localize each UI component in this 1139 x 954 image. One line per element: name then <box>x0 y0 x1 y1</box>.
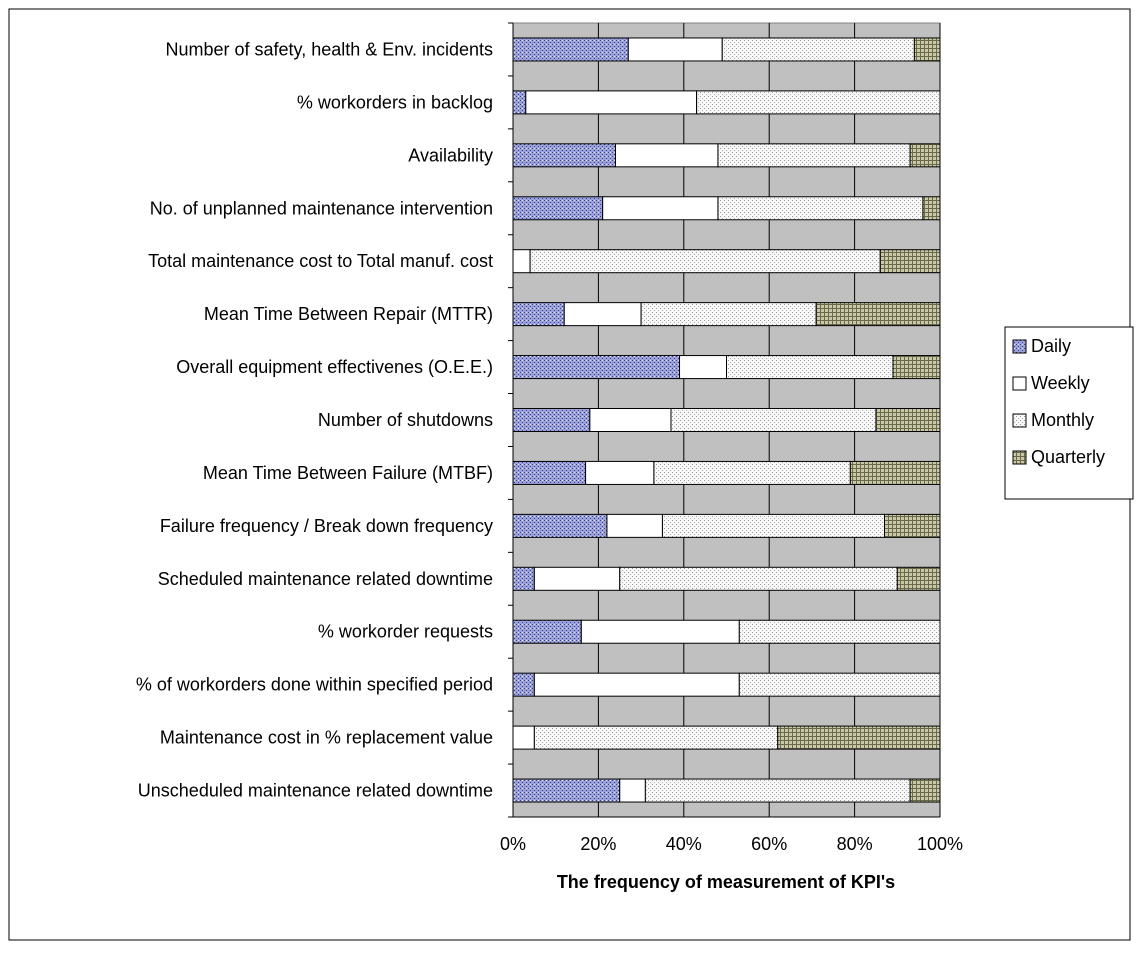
bar-monthly-1 <box>696 90 941 115</box>
category-label: Mean Time Between Repair (MTTR) <box>204 304 493 324</box>
bar-quarterly-8 <box>849 460 941 485</box>
category-label: Unscheduled maintenance related downtime <box>138 781 493 801</box>
category-labels: Number of safety, health & Env. incident… <box>136 39 493 800</box>
bar-weekly-0 <box>627 37 723 62</box>
legend-box <box>1004 326 1134 500</box>
legend-label-weekly: Weekly <box>1031 373 1090 393</box>
x-tick-label: 60% <box>751 834 787 854</box>
category-label: Availability <box>408 145 493 165</box>
bar-daily-14 <box>512 778 621 803</box>
bar-daily-6 <box>512 355 681 380</box>
bar-quarterly-13 <box>777 725 941 750</box>
legend-swatch-daily <box>1012 339 1027 354</box>
bar-monthly-0 <box>721 37 915 62</box>
bar-weekly-9 <box>606 513 663 538</box>
category-label: Failure frequency / Break down frequency <box>160 516 493 536</box>
bar-monthly-2 <box>717 143 911 168</box>
bar-daily-7 <box>512 408 591 432</box>
legend-swatch-quarterly <box>1012 450 1027 465</box>
bar-weekly-12 <box>533 672 740 697</box>
legend-label-daily: Daily <box>1031 336 1071 356</box>
bar-quarterly-14 <box>909 778 941 803</box>
bar-quarterly-9 <box>883 513 941 538</box>
x-axis-title: The frequency of measurement of KPI's <box>557 872 895 892</box>
legend-swatch-weekly <box>1012 376 1027 391</box>
bar-daily-0 <box>512 37 629 62</box>
bar-weekly-7 <box>589 408 672 432</box>
bar-monthly-5 <box>640 302 817 327</box>
bar-daily-12 <box>512 672 535 697</box>
bar-weekly-5 <box>563 302 642 327</box>
bar-quarterly-4 <box>879 249 941 274</box>
legend-label-quarterly: Quarterly <box>1031 447 1105 467</box>
bars <box>512 37 941 803</box>
bar-quarterly-6 <box>892 355 941 380</box>
bar-daily-10 <box>512 566 535 591</box>
bar-daily-2 <box>512 143 616 168</box>
x-tick-label: 40% <box>666 834 702 854</box>
category-label: Maintenance cost in % replacement value <box>160 728 493 748</box>
x-tick-label: 0% <box>500 834 526 854</box>
x-tick-label: 20% <box>580 834 616 854</box>
category-label: % workorders in backlog <box>297 92 493 112</box>
bar-weekly-4 <box>512 249 531 274</box>
bar-monthly-6 <box>726 355 894 380</box>
bar-monthly-13 <box>533 725 779 750</box>
bar-weekly-3 <box>602 196 719 221</box>
bar-daily-11 <box>512 619 582 644</box>
category-label: No. of unplanned maintenance interventio… <box>150 198 493 218</box>
bar-daily-1 <box>512 90 527 115</box>
bar-monthly-11 <box>738 619 941 644</box>
category-label: Mean Time Between Failure (MTBF) <box>203 463 493 483</box>
bar-daily-5 <box>512 302 565 327</box>
x-tick-labels: 0% 20% 40% 60% 80% 100% <box>500 834 963 854</box>
bar-weekly-14 <box>619 778 646 803</box>
bar-quarterly-3 <box>922 196 941 221</box>
legend: Daily Weekly Monthly Quarterly <box>1004 326 1134 500</box>
bar-quarterly-7 <box>875 408 941 432</box>
bar-monthly-12 <box>738 672 941 697</box>
bar-weekly-1 <box>525 90 698 115</box>
category-label: Number of safety, health & Env. incident… <box>166 39 494 59</box>
bar-weekly-13 <box>512 725 535 750</box>
bar-weekly-10 <box>533 566 621 591</box>
legend-label-monthly: Monthly <box>1031 410 1094 430</box>
bar-weekly-8 <box>585 460 655 485</box>
bar-daily-3 <box>512 196 604 221</box>
legend-swatch-monthly <box>1012 413 1027 428</box>
bar-monthly-14 <box>644 778 911 803</box>
category-label: % of workorders done within specified pe… <box>136 675 493 695</box>
category-label: Scheduled maintenance related downtime <box>158 569 493 589</box>
x-tick-label: 100% <box>917 834 963 854</box>
bar-monthly-3 <box>717 196 924 221</box>
bar-quarterly-5 <box>815 302 941 327</box>
bar-quarterly-10 <box>896 566 941 591</box>
bar-quarterly-2 <box>909 143 941 168</box>
category-label: % workorder requests <box>318 622 493 642</box>
x-tick-label: 80% <box>837 834 873 854</box>
bar-weekly-11 <box>580 619 740 644</box>
bar-weekly-6 <box>679 355 728 380</box>
bar-quarterly-0 <box>913 37 941 62</box>
bar-monthly-10 <box>619 566 898 591</box>
category-label: Total maintenance cost to Total manuf. c… <box>148 251 493 271</box>
bar-daily-8 <box>512 460 587 485</box>
bar-weekly-2 <box>614 143 719 168</box>
bar-monthly-4 <box>529 249 881 274</box>
bar-monthly-7 <box>670 408 877 432</box>
category-label: Overall equipment effectivenes (O.E.E.) <box>176 357 493 377</box>
category-label: Number of shutdowns <box>318 410 493 430</box>
bar-monthly-8 <box>653 460 851 485</box>
bar-monthly-9 <box>661 513 885 538</box>
bar-daily-9 <box>512 513 608 538</box>
